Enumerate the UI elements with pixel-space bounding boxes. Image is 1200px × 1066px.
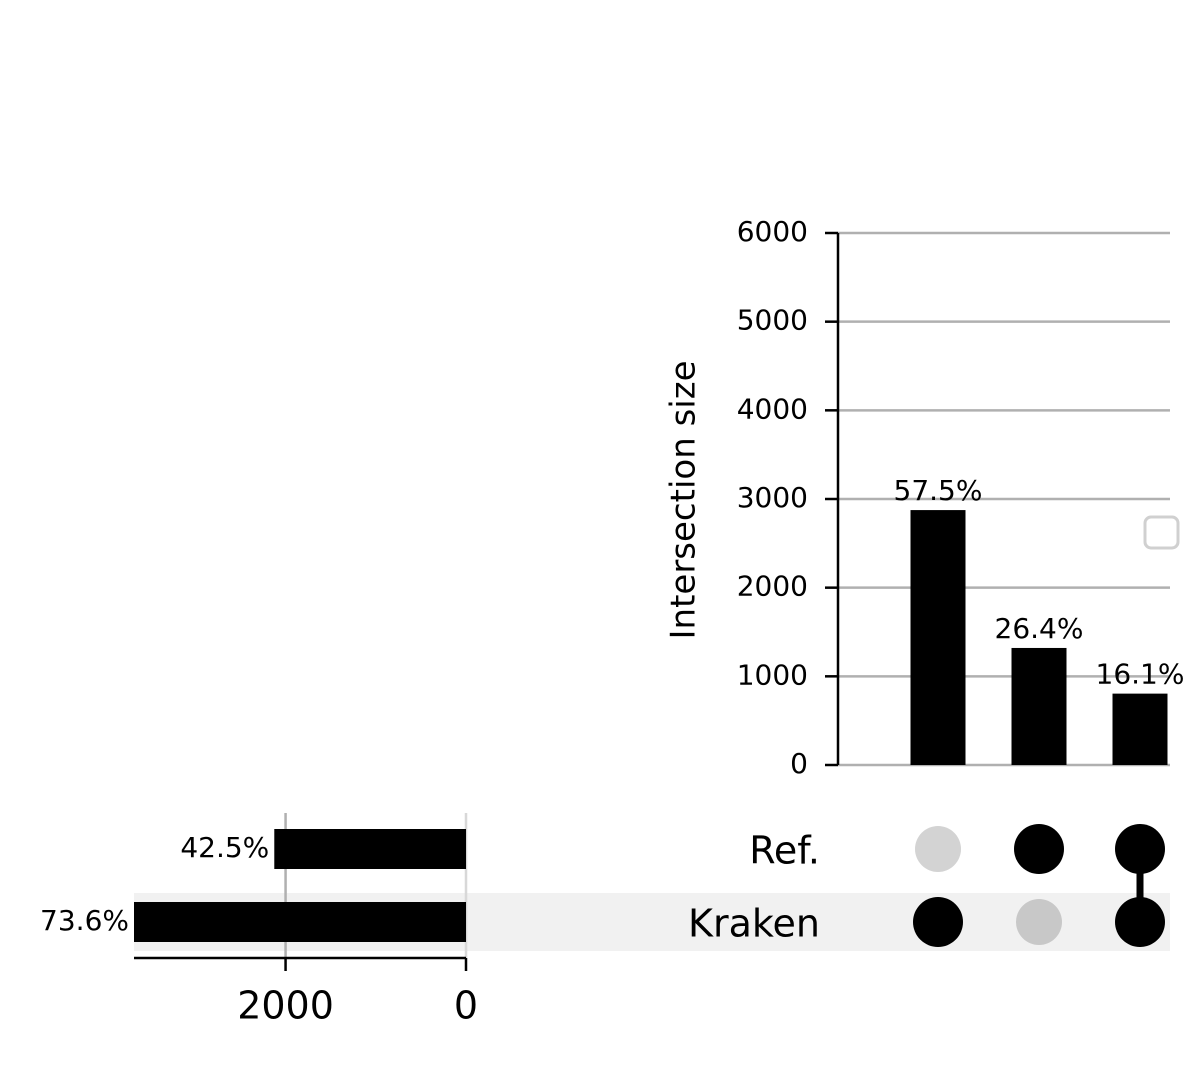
matrix-dot [1016, 899, 1062, 945]
y-tick-label: 2000 [737, 570, 808, 603]
bar [1112, 693, 1168, 765]
matrix-dot [1115, 897, 1165, 947]
set-size-label: 73.6% [40, 904, 129, 937]
matrix-dot [913, 897, 963, 947]
y-tick-label: 0 [790, 747, 808, 780]
x-tick-label: 0 [454, 984, 478, 1028]
bar-label: 16.1% [1096, 658, 1185, 691]
set-label: Kraken [688, 902, 820, 946]
y-tick-label: 3000 [737, 481, 808, 514]
y-tick-label: 5000 [737, 304, 808, 337]
bar [910, 510, 966, 765]
y-axis-label: Intersection size [664, 361, 704, 640]
set-bar [134, 902, 466, 942]
y-tick-label: 4000 [737, 392, 808, 425]
bar-label: 26.4% [995, 612, 1084, 645]
matrix-dot [915, 826, 961, 872]
legend-box [1143, 515, 1180, 550]
y-tick-label: 1000 [737, 658, 808, 691]
y-tick-label: 6000 [737, 215, 808, 248]
x-tick-label: 2000 [237, 984, 334, 1028]
bar-label: 57.5% [894, 474, 983, 507]
bar [1011, 647, 1067, 765]
matrix-dot [1115, 824, 1165, 874]
set-bar [274, 829, 466, 869]
matrix-dot [1014, 824, 1064, 874]
set-size-label: 42.5% [180, 831, 269, 864]
set-label: Ref. [749, 829, 820, 873]
